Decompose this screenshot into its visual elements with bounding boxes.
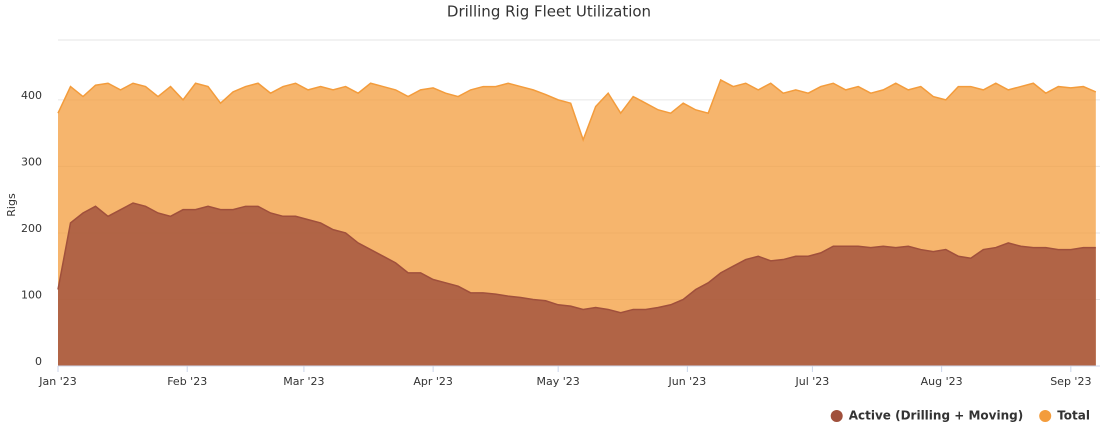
chart-title: Drilling Rig Fleet Utilization <box>447 3 651 21</box>
legend-swatch <box>830 410 843 422</box>
legend-label: Active (Drilling + Moving) <box>849 409 1024 423</box>
x-tick-label: Jun '23 <box>668 375 707 388</box>
x-tick-label: Sep '23 <box>1050 375 1091 388</box>
y-tick-label: 400 <box>21 89 42 102</box>
x-tick-label: Jul '23 <box>795 375 830 388</box>
x-tick-label: May '23 <box>537 375 580 388</box>
x-tick-label: Jan '23 <box>38 375 76 388</box>
x-tick-label: Mar '23 <box>283 375 324 388</box>
x-tick-label: Feb '23 <box>167 375 207 388</box>
x-tick-label: Apr '23 <box>413 375 453 388</box>
y-axis-label: Rigs <box>5 193 18 217</box>
legend-swatch <box>1039 410 1052 422</box>
area-line <box>57 202 1096 314</box>
x-tick-label: Aug '23 <box>921 375 963 388</box>
y-tick-label: 200 <box>21 222 42 235</box>
y-tick-label: 0 <box>35 355 42 368</box>
y-tick-label: 100 <box>21 288 42 301</box>
legend-label: Total <box>1057 409 1090 423</box>
area-line <box>57 78 1097 143</box>
y-tick-label: 300 <box>21 155 42 168</box>
area-fill <box>58 203 1096 366</box>
